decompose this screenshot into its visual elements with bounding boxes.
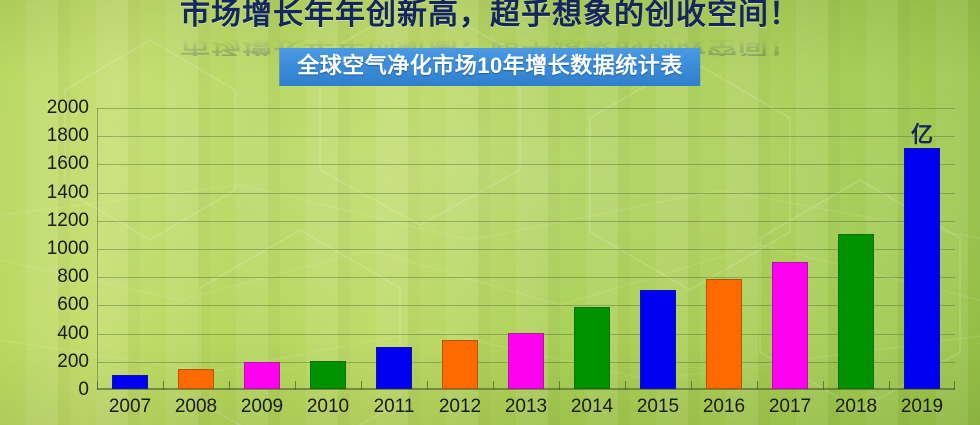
y-axis-tick-label: 2000 — [46, 97, 89, 118]
x-axis-label-2012: 2012 — [438, 396, 482, 417]
x-axis-label-2010: 2010 — [306, 396, 350, 417]
x-axis-label-2013: 2013 — [504, 396, 548, 417]
x-axis-tickmark — [757, 381, 758, 390]
bar-2014 — [574, 307, 610, 389]
gridline — [97, 249, 955, 250]
headline-block: 市场增长年年创新高，超乎想象的创收空间！ 市场增长年年创新高，超乎想象的创收空间… — [0, 0, 980, 86]
gridline — [97, 108, 955, 109]
bar-2018 — [838, 233, 874, 389]
x-axis-label-2019: 2019 — [900, 396, 944, 417]
x-axis-label-2018: 2018 — [834, 396, 878, 417]
x-axis-label-2017: 2017 — [768, 396, 812, 417]
y-axis-tick-label: 0 — [78, 379, 89, 400]
x-axis-tickmark — [295, 381, 296, 390]
x-axis-tickmark — [229, 381, 230, 390]
x-axis-line — [97, 388, 955, 390]
x-axis-label-2015: 2015 — [636, 396, 680, 417]
y-axis-tick-label: 1800 — [46, 125, 89, 147]
bar-2017 — [772, 262, 808, 389]
gridline — [97, 220, 955, 222]
plot-area: 2000 1800 1600 1400 1200 1000 800 600 400 200 0 亿 — [47, 97, 955, 400]
x-axis-tickmark — [889, 381, 890, 390]
gridline — [97, 277, 955, 279]
y-axis-tick-label: 800 — [57, 266, 89, 288]
x-axis-tickmark — [361, 381, 362, 390]
y-axis-tick-label: 1200 — [46, 209, 89, 231]
x-axis-tickmark — [163, 381, 164, 390]
bar-2008 — [178, 369, 214, 389]
bar-2010 — [310, 360, 346, 389]
y-axis-tick-label: 1000 — [46, 238, 89, 259]
x-axis-labels: 2007 2008 2009 2010 2011 2012 2013 2014 2015 2016… — [97, 396, 955, 422]
bar-2013 — [508, 332, 544, 389]
y-axis-line — [97, 108, 98, 390]
x-axis-label-2014: 2014 — [570, 396, 614, 417]
x-axis-tickmark — [427, 381, 428, 390]
y-axis-tick-label: 600 — [57, 294, 89, 316]
x-axis-tickmark — [954, 381, 955, 390]
x-axis-tickmark — [97, 381, 98, 390]
bar-2011 — [376, 347, 412, 389]
x-axis-tickmark — [493, 381, 494, 390]
x-axis-label-2016: 2016 — [702, 396, 746, 417]
x-axis-tickmark — [625, 381, 626, 390]
bar-2009 — [244, 362, 280, 389]
x-axis-label-2011: 2011 — [373, 396, 415, 417]
bar-2016 — [706, 279, 742, 389]
x-axis-label-2007: 2007 — [108, 396, 152, 417]
x-axis-tickmark — [823, 381, 824, 390]
y-axis-tick-label: 400 — [57, 322, 89, 344]
unit-label: 亿 — [910, 121, 934, 147]
y-axis-tick-label: 1400 — [46, 181, 89, 203]
x-axis-label-2009: 2009 — [240, 396, 284, 417]
gridline — [97, 136, 955, 138]
y-axis-tick-label: 1600 — [46, 153, 89, 175]
x-axis-label-2008: 2008 — [174, 396, 218, 417]
gridline — [97, 192, 955, 194]
y-axis-tick-label: 200 — [57, 350, 89, 372]
bar-2019 — [904, 147, 940, 389]
subtitle-banner: 全球空气净化市场10年增长数据统计表 — [279, 48, 701, 86]
page-title: 市场增长年年创新高，超乎想象的创收空间！ — [180, 0, 800, 31]
subtitle-banner-label: 全球空气净化市场10年增长数据统计表 — [297, 53, 683, 78]
x-axis-tickmark — [559, 381, 560, 390]
gridline — [97, 164, 955, 166]
bar-2015 — [640, 289, 676, 389]
x-axis-tickmark — [691, 381, 692, 390]
gridline — [97, 305, 955, 307]
bar-2012 — [442, 340, 478, 389]
bar-2007 — [112, 374, 148, 389]
